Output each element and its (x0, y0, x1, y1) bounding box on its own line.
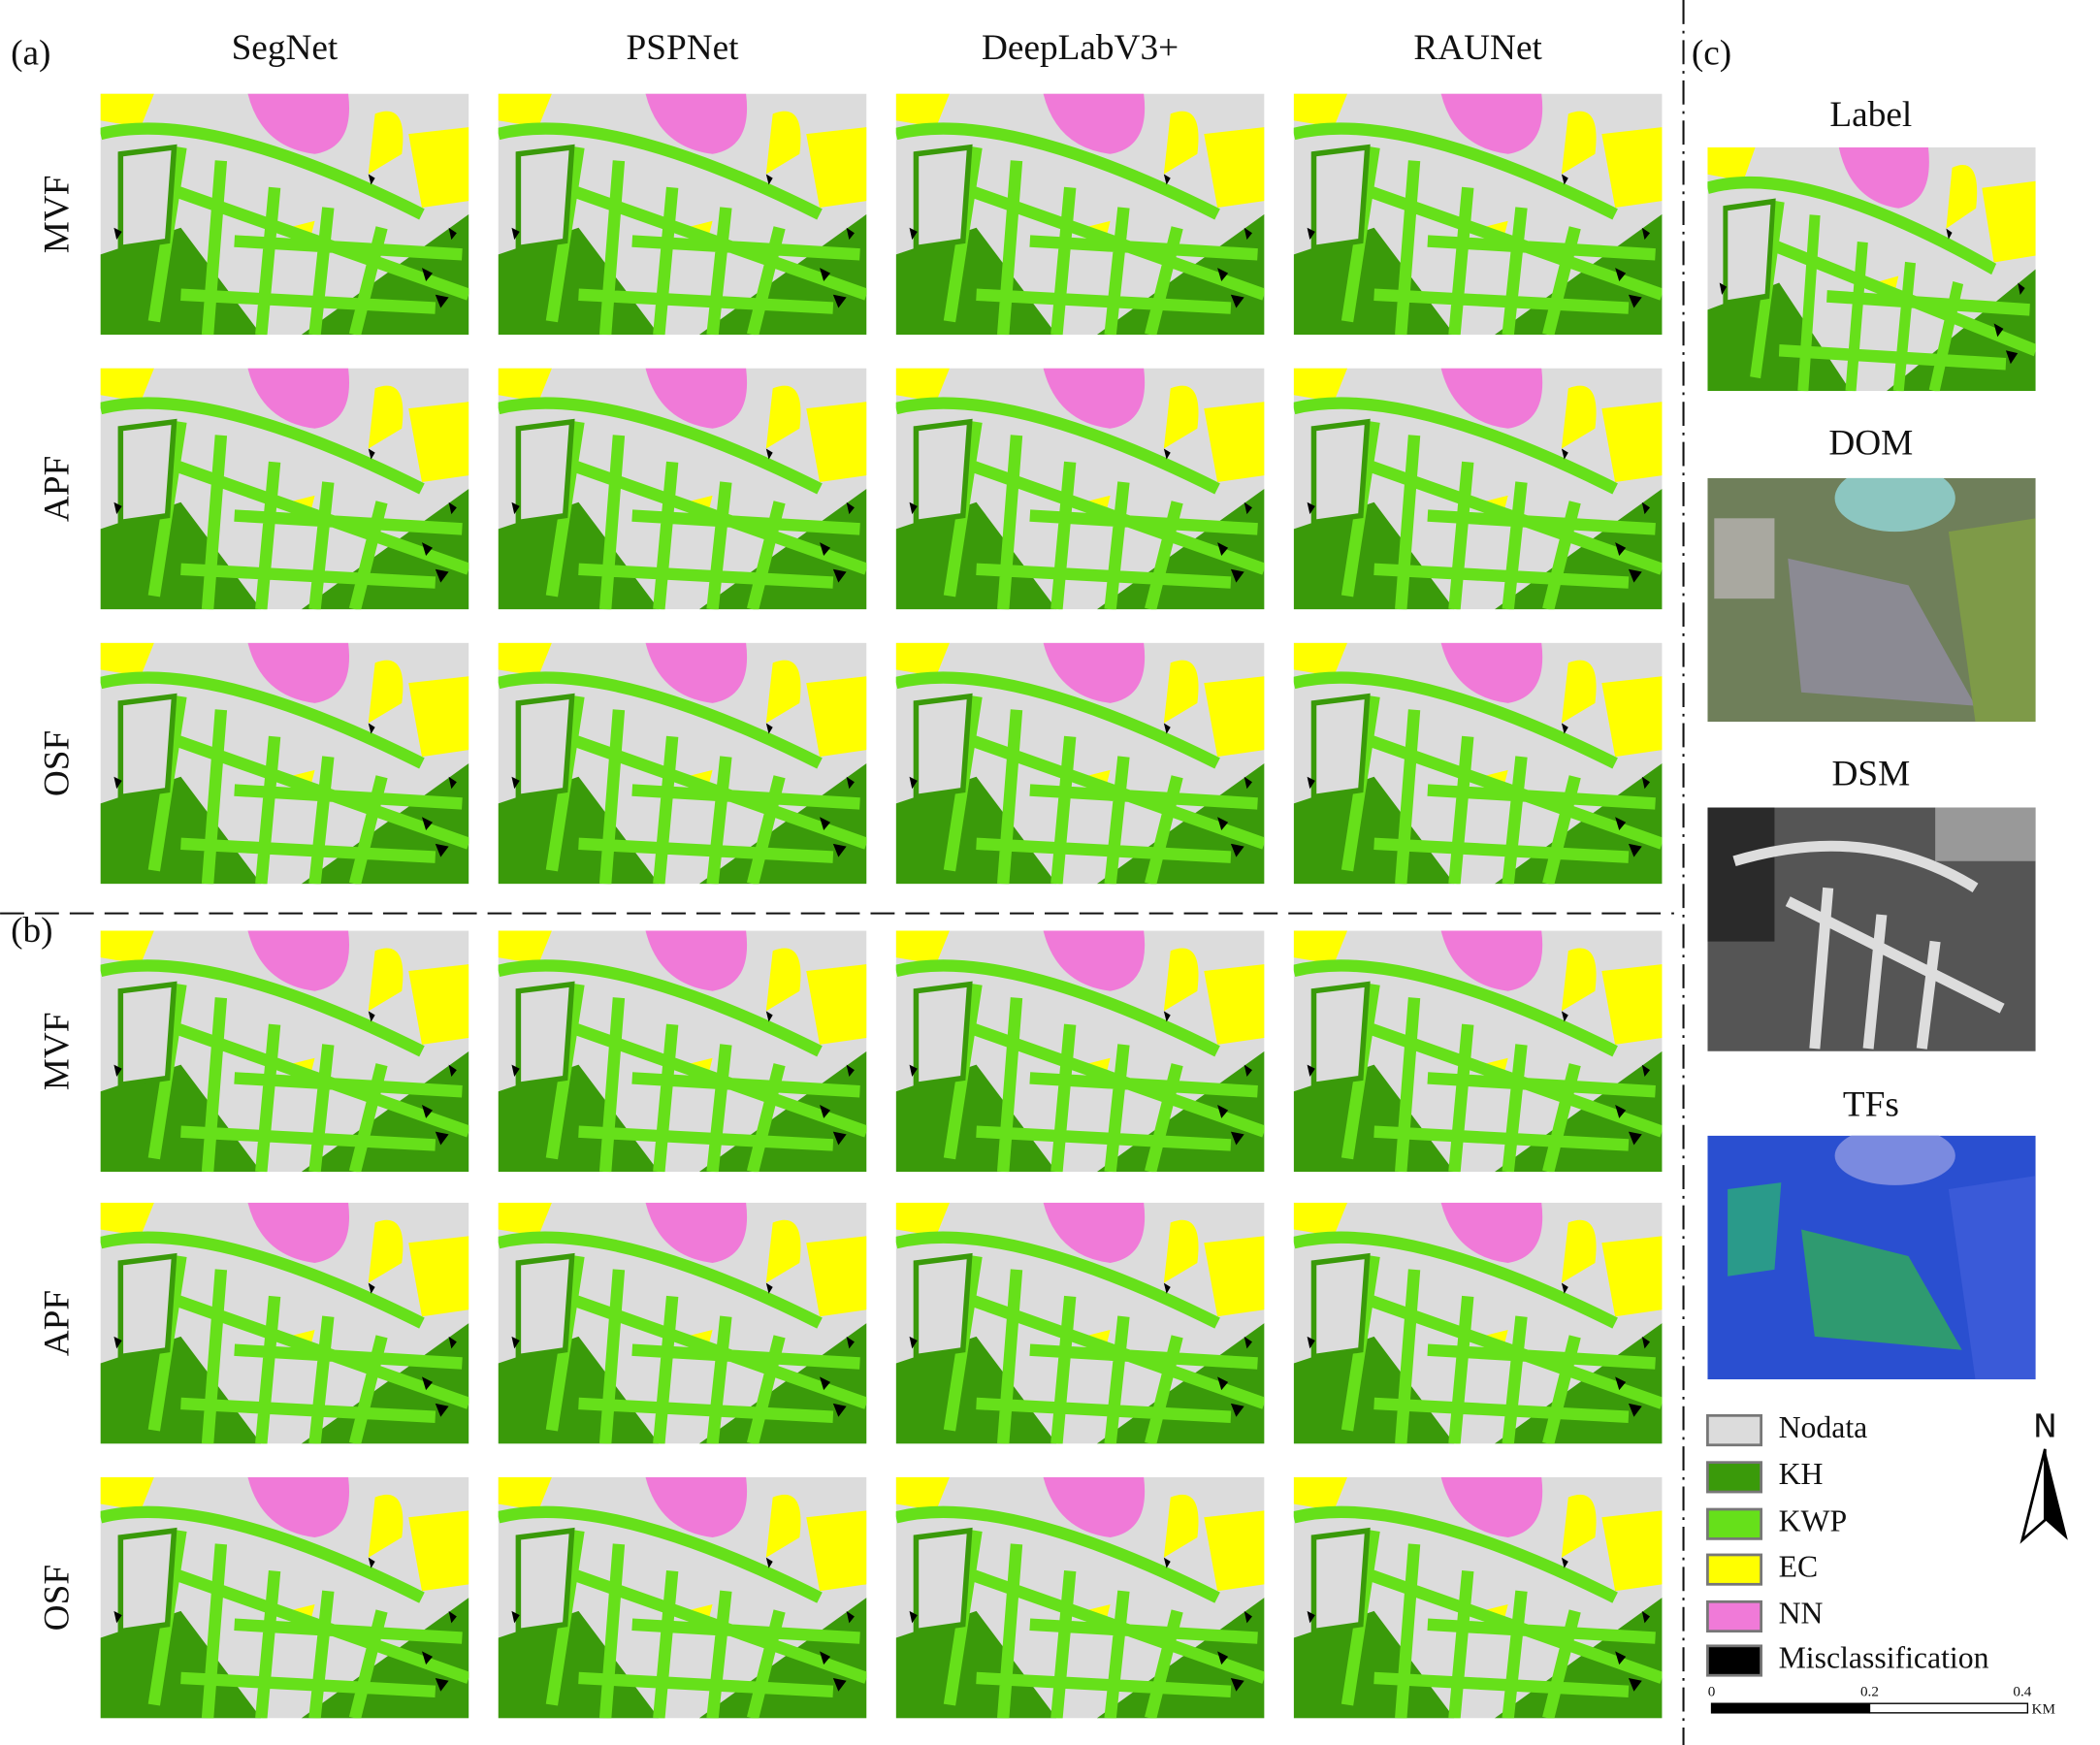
row-label: OSF (38, 1565, 78, 1631)
segmentation-map (499, 643, 867, 885)
segmentation-map (101, 369, 469, 610)
segmentation-map (896, 369, 1265, 610)
segmentation-map (101, 931, 469, 1173)
scale-tick: 0.4 (2013, 1684, 2031, 1700)
segmentation-map (101, 1203, 469, 1444)
segmentation-map (101, 643, 469, 885)
legend-label: NN (1779, 1597, 1824, 1631)
panel-label: (b) (11, 911, 52, 951)
segmentation-map (499, 369, 867, 610)
scale-unit: KM (2032, 1701, 2056, 1718)
segmentation-map (101, 94, 469, 336)
segmentation-map (896, 1203, 1265, 1444)
segmentation-map (1294, 94, 1663, 336)
north-arrow (2019, 1448, 2047, 1544)
column-header: RAUNet (1413, 28, 1542, 68)
reference-title: TFs (1843, 1084, 1899, 1124)
scale-tick: 0.2 (1860, 1684, 1879, 1700)
reference-image (1707, 477, 2036, 723)
reference-title: DSM (1831, 754, 1910, 793)
scale-tick: 0 (1708, 1684, 1716, 1700)
legend-label: Nodata (1779, 1410, 1868, 1444)
north-arrow (2045, 1448, 2068, 1540)
legend-swatch (1706, 1553, 1763, 1586)
scale-bar (1868, 1702, 2029, 1714)
row-label: MVF (38, 176, 78, 254)
reference-image (1707, 147, 2035, 391)
reference-image (1707, 808, 2035, 1051)
segmentation-map (896, 1477, 1265, 1719)
north-label: N (2033, 1406, 2057, 1444)
legend-swatch (1706, 1600, 1763, 1633)
segmentation-map (1294, 643, 1663, 885)
segmentation-map (896, 643, 1265, 885)
reference-image (1707, 1135, 2036, 1380)
legend-swatch (1706, 1461, 1763, 1494)
legend-label: Misclassification (1779, 1640, 1989, 1674)
panel-label: (a) (11, 34, 50, 74)
segmentation-map (896, 94, 1265, 336)
legend-swatch (1706, 1644, 1763, 1677)
panel-label: (c) (1692, 34, 1731, 74)
segmentation-map (499, 94, 867, 336)
reference-title: Label (1829, 95, 1912, 135)
legend-label: EC (1779, 1549, 1819, 1583)
segmentation-map (1294, 1203, 1663, 1444)
legend-label: KWP (1779, 1503, 1848, 1537)
reference-title: DOM (1828, 423, 1913, 463)
row-label: APF (38, 1290, 78, 1356)
segmentation-map (499, 931, 867, 1173)
row-label: APF (38, 456, 78, 522)
scale-bar (1710, 1702, 1871, 1714)
column-header: DeepLabV3+ (982, 28, 1179, 68)
legend-swatch (1706, 1413, 1763, 1447)
segmentation-map (499, 1203, 867, 1444)
segmentation-map (1294, 369, 1663, 610)
column-header: PSPNet (627, 28, 740, 68)
row-label: OSF (38, 730, 78, 796)
segmentation-map (499, 1477, 867, 1719)
legend-swatch (1706, 1507, 1763, 1540)
segmentation-map (1294, 931, 1663, 1173)
segmentation-map (101, 1477, 469, 1719)
segmentation-map (1294, 1477, 1663, 1719)
legend-label: KH (1779, 1457, 1824, 1491)
column-header: SegNet (232, 28, 339, 68)
segmentation-map (896, 931, 1265, 1173)
row-label: MVF (38, 1012, 78, 1090)
